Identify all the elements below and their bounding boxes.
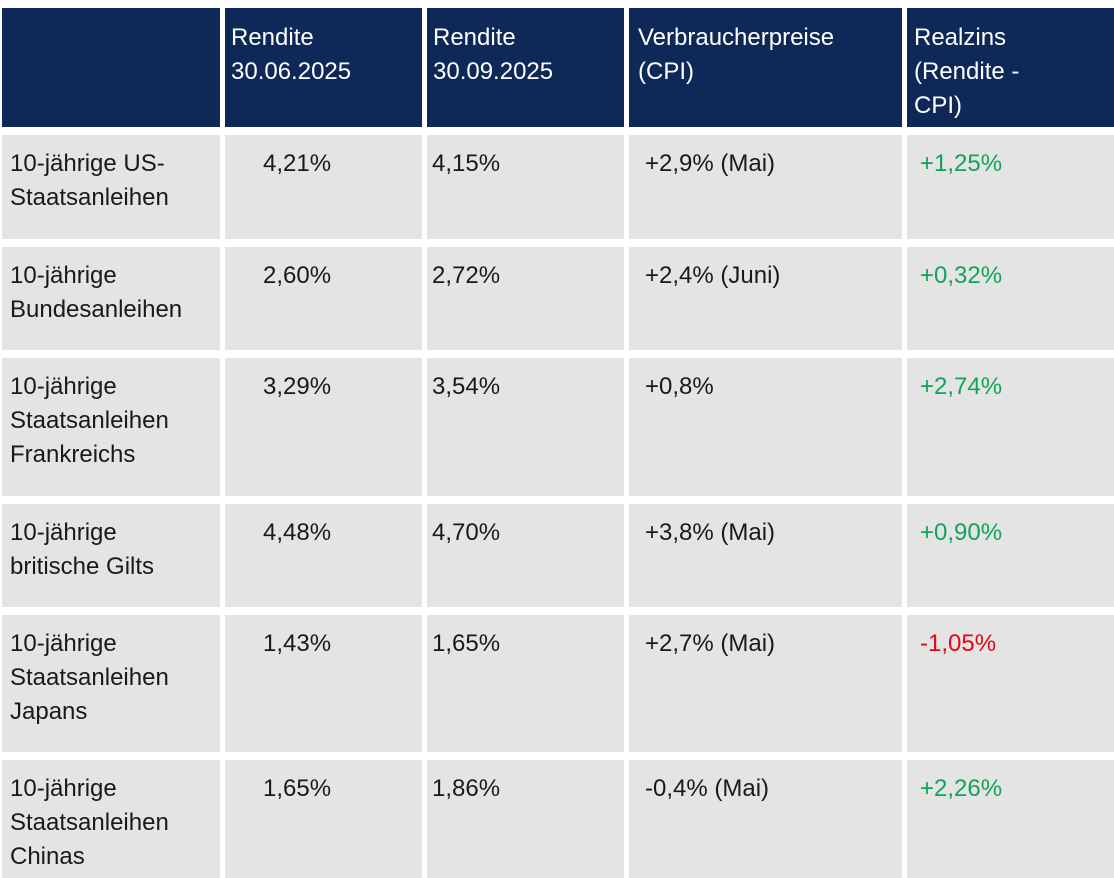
cpi-value: +2,4% (Juni) (629, 247, 902, 350)
column-header-cpi: Verbraucherpreise (CPI) (629, 8, 902, 127)
row-label: 10-jährige Bundesanleihen (2, 247, 220, 350)
rendite-jun-value: 4,48% (225, 504, 422, 607)
table-header-row: Rendite 30.06.2025 Rendite 30.09.2025 Ve… (2, 8, 1114, 127)
table-row: 10-jährige Staatsanleihen Chinas 1,65% 1… (2, 760, 1114, 878)
row-label: 10-jährige Staatsanleihen Frankreichs (2, 358, 220, 496)
rendite-sep-value: 4,70% (427, 504, 624, 607)
rendite-sep-value: 2,72% (427, 247, 624, 350)
rendite-jun-value: 2,60% (225, 247, 422, 350)
rendite-jun-value: 1,43% (225, 615, 422, 752)
rendite-sep-value: 3,54% (427, 358, 624, 496)
realzins-value: +1,25% (907, 135, 1114, 239)
row-label: 10-jährige Staatsanleihen Chinas (2, 760, 220, 878)
column-header-asset (2, 8, 220, 127)
cpi-value: +2,7% (Mai) (629, 615, 902, 752)
realzins-value: +2,26% (907, 760, 1114, 878)
column-header-rendite-30-06-2025: Rendite 30.06.2025 (225, 8, 422, 127)
rendite-sep-value: 1,86% (427, 760, 624, 878)
table-row: 10-jährige US- Staatsanleihen 4,21% 4,15… (2, 135, 1114, 239)
rendite-jun-value: 1,65% (225, 760, 422, 878)
realzins-value: +2,74% (907, 358, 1114, 496)
realzins-value: -1,05% (907, 615, 1114, 752)
column-header-rendite-30-09-2025: Rendite 30.09.2025 (427, 8, 624, 127)
row-label: 10-jährige Staatsanleihen Japans (2, 615, 220, 752)
cpi-value: +3,8% (Mai) (629, 504, 902, 607)
table-row: 10-jährige Staatsanleihen Frankreichs 3,… (2, 358, 1114, 496)
table-row: 10-jährige Bundesanleihen 2,60% 2,72% +2… (2, 247, 1114, 350)
rendite-jun-value: 4,21% (225, 135, 422, 239)
cpi-value: -0,4% (Mai) (629, 760, 902, 878)
realzins-value: +0,90% (907, 504, 1114, 607)
table-row: 10-jährige britische Gilts 4,48% 4,70% +… (2, 504, 1114, 607)
rendite-jun-value: 3,29% (225, 358, 422, 496)
cpi-value: +2,9% (Mai) (629, 135, 902, 239)
realzins-value: +0,32% (907, 247, 1114, 350)
row-label: 10-jährige US- Staatsanleihen (2, 135, 220, 239)
table-row: 10-jährige Staatsanleihen Japans 1,43% 1… (2, 615, 1114, 752)
bond-yield-table: Rendite 30.06.2025 Rendite 30.09.2025 Ve… (2, 8, 1114, 878)
row-label: 10-jährige britische Gilts (2, 504, 220, 607)
rendite-sep-value: 4,15% (427, 135, 624, 239)
rendite-sep-value: 1,65% (427, 615, 624, 752)
cpi-value: +0,8% (629, 358, 902, 496)
column-header-realzins: Realzins (Rendite - CPI) (907, 8, 1114, 127)
